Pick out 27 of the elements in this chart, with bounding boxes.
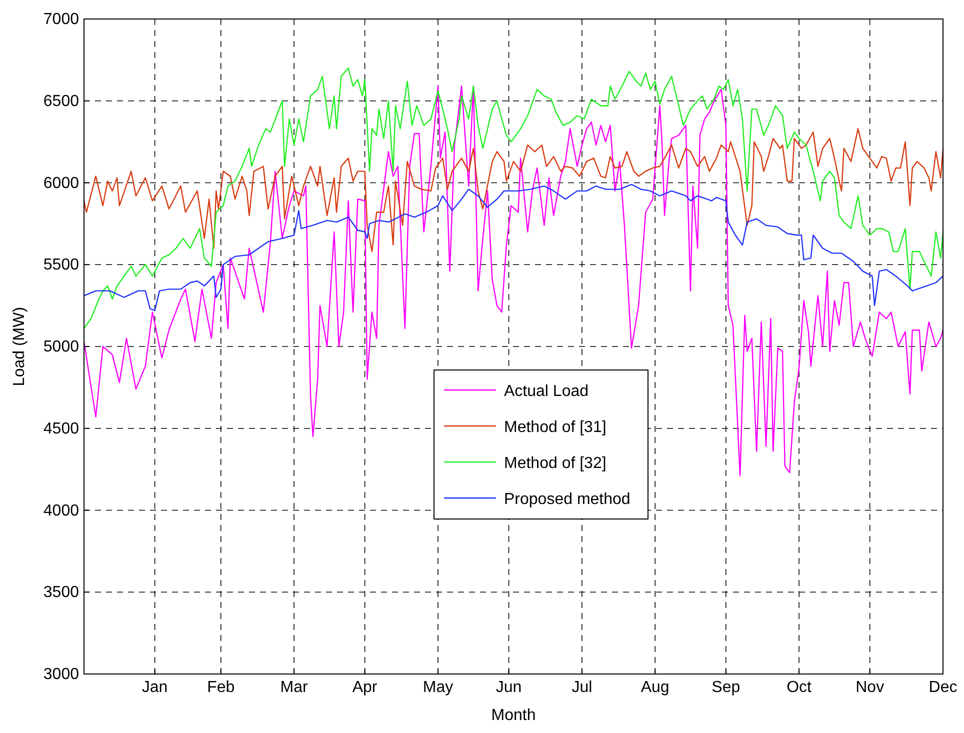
y-tick-label: 5000 — [43, 338, 80, 356]
x-tick-label: Jul — [572, 679, 592, 696]
x-tick-label: Mar — [280, 679, 308, 696]
x-tick-label: Apr — [352, 679, 378, 696]
x-tick-label: Sep — [712, 679, 740, 696]
y-tick-label: 6500 — [43, 92, 80, 110]
legend-label: Actual Load — [504, 383, 589, 400]
x-tick-label: Feb — [207, 679, 235, 696]
x-tick-label: Aug — [640, 679, 670, 696]
y-tick-label: 3500 — [43, 584, 80, 602]
legend-label: Method of [31] — [504, 419, 606, 436]
x-tick-label: Nov — [856, 679, 884, 696]
y-tick-label: 3000 — [43, 666, 80, 683]
legend-label: Method of [32] — [504, 455, 606, 472]
x-tick-label: Oct — [786, 679, 812, 696]
x-tick-label: Dec — [928, 679, 958, 696]
y-tick-label: 4000 — [43, 502, 80, 520]
x-tick-label: Jan — [142, 679, 168, 696]
y-tick-label: 6000 — [43, 174, 80, 192]
y-axis-title: Load (MW) — [11, 306, 28, 386]
legend-label: Proposed method — [504, 491, 630, 508]
y-tick-label: 4500 — [43, 420, 80, 438]
x-tick-label: Jun — [496, 679, 522, 696]
x-tick-label: May — [422, 679, 454, 696]
y-tick-label: 5500 — [43, 256, 80, 274]
x-axis-title: Month — [491, 707, 536, 724]
y-tick-label: 7000 — [43, 11, 80, 28]
